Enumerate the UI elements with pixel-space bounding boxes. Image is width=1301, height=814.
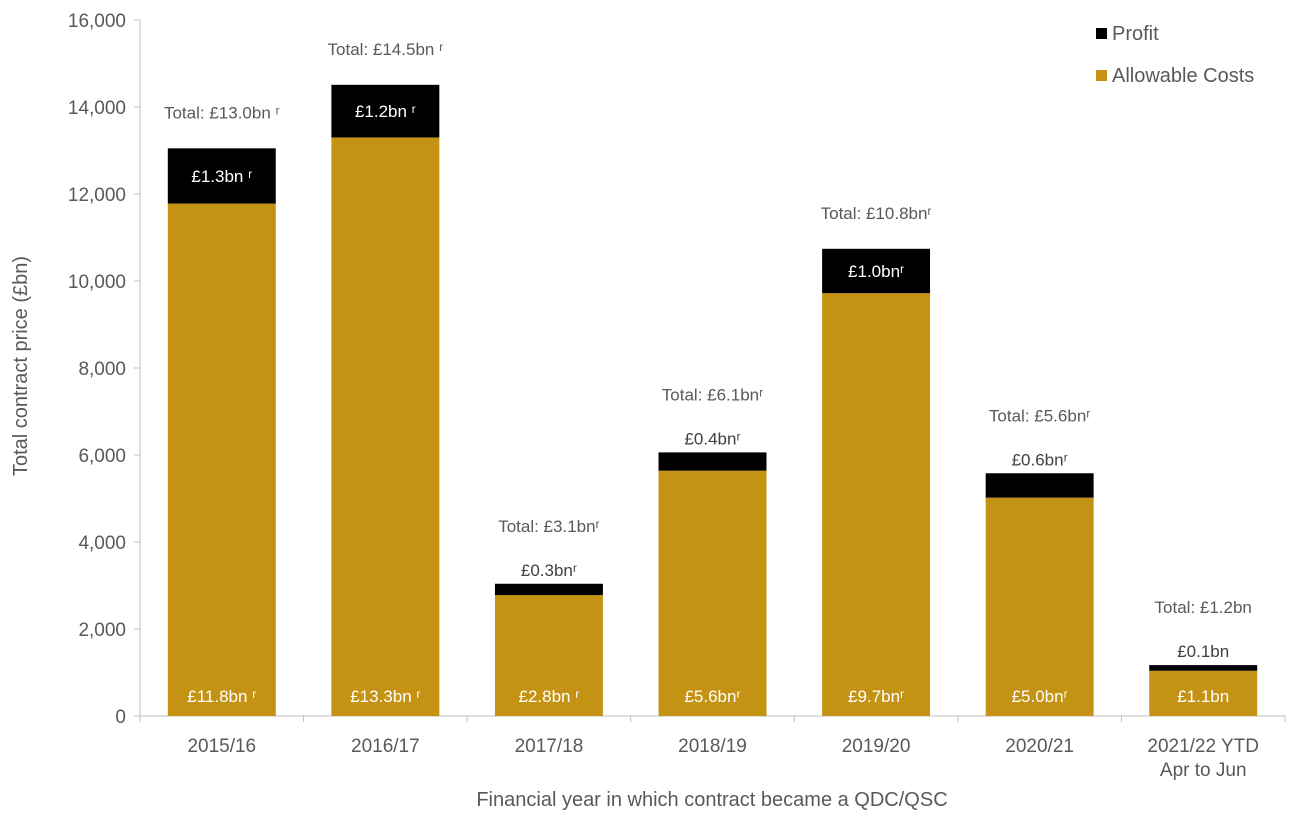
allowable-costs-label: £9.7bnʳ [848,687,904,706]
allowable-costs-bar [658,470,767,716]
allowable-costs-bar [167,203,276,716]
profit-bar [1149,665,1258,671]
total-label: Total: £6.1bnʳ [662,385,763,404]
y-tick-label: 4,000 [78,533,126,554]
y-tick-label: 10,000 [68,272,126,293]
y-tick-label: 14,000 [68,98,126,119]
legend-swatch [1096,28,1107,39]
y-tick-label: 2,000 [78,620,126,641]
allowable-costs-label: £1.1bn [1177,687,1229,706]
x-tick-label: 2021/22 YTD [1147,736,1259,757]
legend-label: Allowable Costs [1112,65,1254,87]
x-tick-label: 2017/18 [515,736,584,757]
y-tick-label: 16,000 [68,11,126,32]
profit-label: £0.1bn [1177,642,1229,661]
allowable-costs-label: £5.0bnʳ [1012,687,1068,706]
allowable-costs-bar [822,293,931,716]
allowable-costs-bar [494,595,603,716]
y-axis: 0 2,000 4,000 6,000 8,000 10,000 12,000 14,000 1… [68,11,141,728]
allowable-costs-label: £2.8bn ʳ [519,687,580,706]
profit-bar [822,248,931,294]
x-tick-label: 2020/21 [1005,736,1074,757]
profit-label: £0.6bnʳ [1012,450,1068,469]
y-tick-label: 0 [115,707,126,728]
x-tick-label: 2015/16 [187,736,256,757]
x-tick-label: Apr to Jun [1160,760,1247,781]
total-label: Total: £5.6bnʳ [989,406,1090,425]
profit-bar [494,583,603,596]
profit-bar [167,148,276,204]
bar-labels: £11.8bn ʳ £1.3bn ʳ Total: £13.0bn ʳ £13.3bn… [164,40,1252,706]
profit-bar [331,84,440,138]
profit-bar [985,473,1094,498]
total-label: Total: £3.1bnʳ [498,517,599,536]
allowable-costs-label: £11.8bn ʳ [187,687,256,706]
allowable-costs-bar [985,497,1094,716]
y-tick-label: 6,000 [78,446,126,467]
total-label: Total: £14.5bn ʳ [328,40,444,59]
y-tick-label: 12,000 [68,185,126,206]
x-tick-label: 2019/20 [842,736,911,757]
legend: Profit Allowable Costs [1096,23,1254,87]
profit-label: £0.4bnʳ [684,429,740,448]
bars [167,84,1258,716]
x-tick-label: 2018/19 [678,736,747,757]
y-axis-title: Total contract price (£bn) [10,256,32,476]
legend-swatch [1096,70,1107,81]
total-label: Total: £1.2bn [1155,598,1252,617]
y-tick-label: 8,000 [78,359,126,380]
allowable-costs-label: £13.3bn ʳ [350,687,420,706]
profit-label: £1.2bn ʳ [355,102,416,121]
profit-label: £1.3bn ʳ [191,167,252,186]
total-label: Total: £10.8bnʳ [821,204,932,223]
profit-label: £1.0bnʳ [848,262,904,281]
profit-bar [658,452,767,471]
x-axis: 2015/16 2016/17 2017/18 2018/19 2019/20 2020/… [139,715,1286,781]
allowable-costs-label: £5.6bnʳ [684,687,740,706]
total-label: Total: £13.0bn ʳ [164,103,280,122]
profit-label: £0.3bnʳ [521,561,577,580]
allowable-costs-bar [1149,670,1258,716]
legend-label: Profit [1112,23,1159,45]
x-axis-title: Financial year in which contract became … [476,789,947,811]
allowable-costs-bar [331,137,440,716]
x-tick-label: 2016/17 [351,736,420,757]
